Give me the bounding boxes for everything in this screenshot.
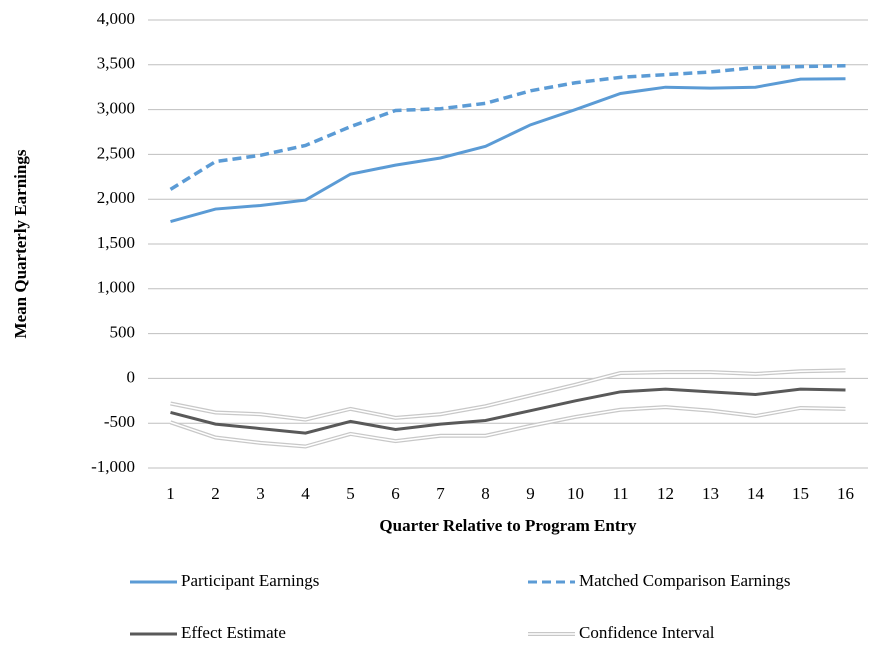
x-axis-label: Quarter Relative to Program Entry — [379, 516, 637, 535]
x-tick-label: 12 — [657, 484, 674, 503]
legend-label: Confidence Interval — [579, 623, 715, 642]
y-tick-label: -500 — [104, 412, 135, 431]
legend-label: Participant Earnings — [181, 571, 319, 590]
x-tick-label: 15 — [792, 484, 809, 503]
ci-line-inner — [170, 406, 846, 448]
x-tick-label: 16 — [837, 484, 854, 503]
x-tick-label: 9 — [526, 484, 535, 503]
x-tick-label: 7 — [436, 484, 445, 503]
ci-line — [169, 405, 846, 449]
x-tick-label: 2 — [211, 484, 220, 503]
legend-label: Effect Estimate — [181, 623, 286, 642]
series-line — [170, 77, 846, 224]
x-tick-label: 8 — [481, 484, 490, 503]
y-tick-label: 500 — [110, 323, 136, 342]
y-tick-label: 2,000 — [97, 188, 135, 207]
y-tick-label: 1,500 — [97, 233, 135, 252]
x-tick-label: 10 — [567, 484, 584, 503]
x-tick-label: 14 — [747, 484, 765, 503]
y-tick-label: 0 — [127, 367, 136, 386]
series-line — [170, 387, 846, 435]
x-tick-label: 11 — [612, 484, 628, 503]
x-tick-label: 6 — [391, 484, 400, 503]
series-line — [169, 63, 846, 191]
ci-line-inner — [170, 369, 846, 421]
y-tick-label: 3,000 — [97, 99, 135, 118]
x-tick-label: 5 — [346, 484, 355, 503]
y-axis-label: Mean Quarterly Earnings — [11, 149, 30, 338]
y-tick-label: 2,500 — [97, 143, 135, 162]
y-tick-label: 1,000 — [97, 278, 135, 297]
x-tick-label: 13 — [702, 484, 719, 503]
legend-label: Matched Comparison Earnings — [579, 571, 791, 590]
x-tick-label: 4 — [301, 484, 310, 503]
y-tick-label: 4,000 — [97, 9, 135, 28]
y-tick-label: 3,500 — [97, 54, 135, 73]
y-tick-label: -1,000 — [91, 457, 135, 476]
x-tick-label: 1 — [166, 484, 175, 503]
x-tick-label: 3 — [256, 484, 265, 503]
